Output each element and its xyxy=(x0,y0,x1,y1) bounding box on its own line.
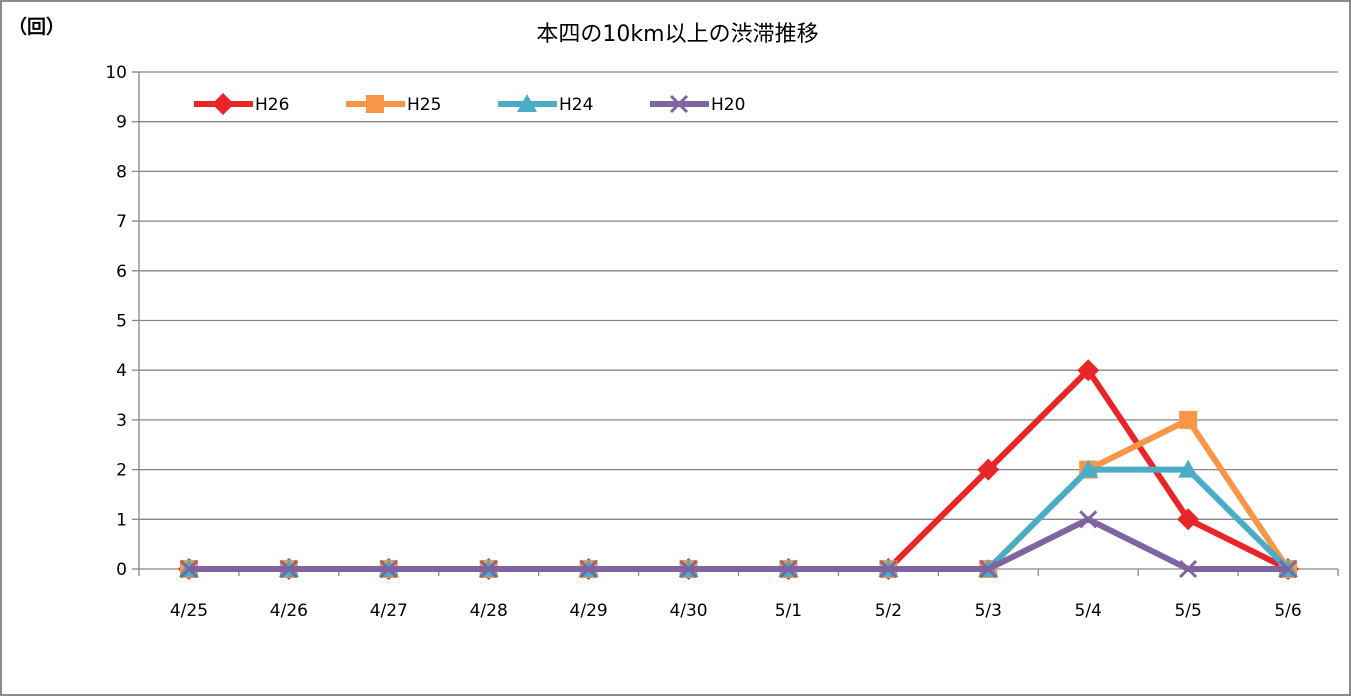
x-tick-label: 4/28 xyxy=(470,601,508,621)
data-point-h20-shape xyxy=(279,559,298,579)
data-point-h20 xyxy=(379,559,398,579)
x-tick-label: 5/3 xyxy=(975,601,1002,621)
y-tick-label: 7 xyxy=(116,212,127,232)
legend-marker-h26-shape xyxy=(212,93,234,115)
data-point-h20 xyxy=(1079,510,1098,529)
data-point-h26-shape xyxy=(1177,508,1200,531)
data-point-h24-shape xyxy=(1078,459,1099,478)
data-point-h26 xyxy=(977,458,1000,481)
data-point-h20 xyxy=(179,559,199,579)
data-point-h20 xyxy=(979,559,998,579)
data-point-h24 xyxy=(1178,459,1199,478)
legend-label-h24: H24 xyxy=(559,95,593,115)
y-tick-label: 10 xyxy=(105,63,127,83)
legend-label-h25: H25 xyxy=(407,95,441,115)
y-tick-label: 6 xyxy=(116,262,127,282)
legend-marker-h25 xyxy=(366,95,384,113)
data-point-h20-shape xyxy=(979,559,998,579)
y-tick-label: 0 xyxy=(116,560,127,580)
data-point-h20-shape xyxy=(379,559,398,579)
series-line-h20 xyxy=(188,516,1289,572)
data-point-h24 xyxy=(1078,459,1099,478)
x-tick-label: 5/1 xyxy=(775,601,802,621)
data-point-h20 xyxy=(779,559,798,579)
y-tick-label: 2 xyxy=(116,461,127,481)
y-axis-unit-label: （回） xyxy=(8,16,66,38)
data-point-h20-shape xyxy=(1179,559,1198,579)
data-point-h20-shape xyxy=(1079,510,1098,529)
data-point-h20 xyxy=(579,559,598,579)
legend-label-h26: H26 xyxy=(255,95,289,115)
data-point-h20 xyxy=(679,559,698,579)
y-tick-label: 3 xyxy=(116,411,127,431)
legend-label-h20: H20 xyxy=(711,95,745,115)
data-point-h20 xyxy=(279,559,298,579)
data-point-h25 xyxy=(1179,410,1198,429)
x-tick-label: 5/2 xyxy=(875,601,902,621)
data-point-h26 xyxy=(1077,359,1100,382)
y-tick-label: 8 xyxy=(116,162,127,182)
x-tick-label: 4/27 xyxy=(370,601,408,621)
legend-marker-h26 xyxy=(212,93,234,115)
data-point-h26-shape xyxy=(1077,359,1100,382)
chart-title: 本四の10km以上の渋滞推移 xyxy=(536,22,819,47)
data-point-h20 xyxy=(1278,559,1298,579)
data-point-h20-shape xyxy=(779,559,798,579)
legend-marker-h20-shape xyxy=(669,94,689,114)
data-point-h20-shape xyxy=(879,559,898,579)
legend-marker-h24 xyxy=(517,94,537,112)
data-point-h20-shape xyxy=(579,559,598,579)
data-point-h20-shape xyxy=(1278,559,1298,579)
data-point-h20 xyxy=(879,559,898,579)
data-point-h26 xyxy=(1177,508,1200,531)
data-point-h20-shape xyxy=(679,559,698,579)
y-tick-label: 4 xyxy=(116,361,127,381)
legend-marker-h25-shape xyxy=(366,95,384,113)
x-tick-label: 4/29 xyxy=(570,601,608,621)
series-line-h25 xyxy=(188,416,1291,572)
x-tick-label: 5/4 xyxy=(1075,601,1102,621)
y-tick-label: 1 xyxy=(116,510,127,530)
data-point-h20-shape xyxy=(179,559,199,579)
legend-marker-h20 xyxy=(669,94,689,114)
data-point-h24-shape xyxy=(1178,459,1199,478)
legend-marker-h24-shape xyxy=(517,94,537,112)
data-point-h20 xyxy=(479,559,498,579)
x-tick-label: 4/25 xyxy=(170,601,208,621)
y-tick-label: 5 xyxy=(116,312,127,332)
x-tick-label: 5/6 xyxy=(1274,601,1301,621)
data-point-h26-shape xyxy=(977,458,1000,481)
x-tick-label: 4/26 xyxy=(270,601,308,621)
data-point-h25-shape xyxy=(1179,410,1198,429)
data-point-h20-shape xyxy=(479,559,498,579)
data-point-h20 xyxy=(1179,559,1198,579)
y-tick-label: 9 xyxy=(116,113,127,133)
x-tick-label: 4/30 xyxy=(669,601,707,621)
x-tick-label: 5/5 xyxy=(1174,601,1201,621)
